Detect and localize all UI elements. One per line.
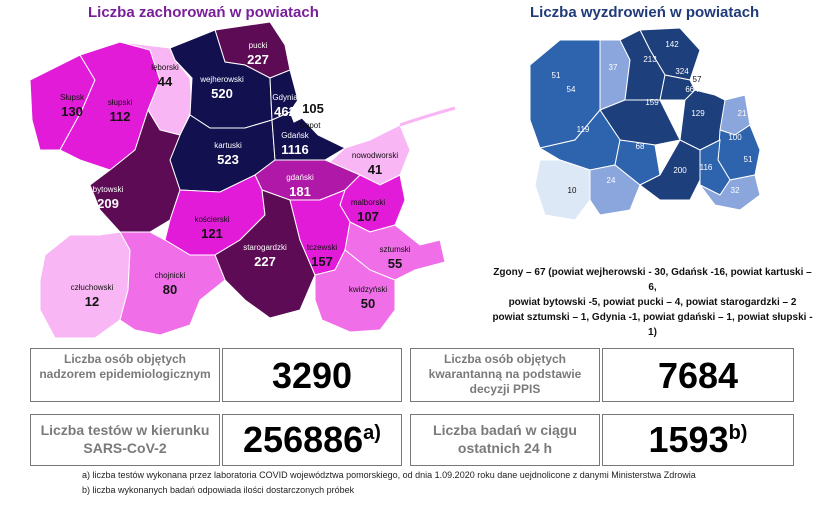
tests-value-box: 256886a): [222, 414, 402, 466]
district-value-label: 44: [158, 74, 173, 89]
recovery-value-label: 100: [728, 133, 742, 142]
district-name-label: słupski: [108, 98, 133, 107]
recovery-value-label: 119: [577, 125, 590, 134]
district-chojnicki: [119, 231, 226, 336]
district-name-label: chojnicki: [155, 271, 186, 280]
tests24-label: Liczba badań w ciągu ostatnich 24 h: [433, 422, 577, 456]
recoveries-map: [529, 27, 761, 221]
recovery-value-label: 213: [643, 55, 657, 64]
district-name-label: Słupsk: [60, 93, 85, 102]
district-value-label: 121: [201, 226, 223, 241]
district-value-label: 107: [357, 209, 379, 224]
recovery-value-label: 24: [607, 176, 616, 185]
region-czluchowski: [534, 159, 591, 221]
district-value-label: 80: [163, 282, 177, 297]
region-chojnicki: [589, 164, 641, 216]
recovery-value-label: 68: [636, 142, 645, 151]
district-value-label: 523: [217, 152, 239, 167]
recovery-value-label: 142: [665, 40, 679, 49]
district-name-label: kwidzyński: [349, 285, 387, 294]
supervision-label-box: Liczba osób objętych nadzorem epidemiolo…: [30, 348, 220, 402]
recovery-value-label: 51: [744, 155, 753, 164]
tests-value: 256886: [243, 419, 364, 460]
district-value-label: 157: [311, 254, 333, 269]
quarantine-label: Liczba osób objętych kwarantanną na pods…: [428, 352, 582, 396]
supervision-label: Liczba osób objętych nadzorem epidemiolo…: [39, 352, 211, 381]
district-value-label: 209: [97, 196, 119, 211]
district-value-label: 227: [247, 52, 269, 67]
district-starogardzki: [214, 189, 316, 319]
deaths-line-3: powiat sztumski – 1, Gdynia -1, powiat g…: [492, 312, 813, 338]
tests24-value: 1593: [648, 419, 729, 460]
district-name-label: nowodworski: [352, 151, 398, 160]
district-name-label: kartuski: [214, 141, 242, 150]
recovery-value-label: 129: [691, 109, 705, 118]
district-value-label: 130: [61, 104, 83, 119]
recovery-value-label: 37: [609, 63, 618, 72]
district-name-label: tczewski: [307, 243, 337, 252]
recovery-value-label: 54: [567, 85, 576, 94]
quarantine-label-box: Liczba osób objętych kwarantanną na pods…: [410, 348, 600, 402]
district-value-label: 41: [368, 162, 382, 177]
district-value-label: 520: [211, 86, 233, 101]
district-value-label: 462: [274, 104, 296, 119]
deaths-note: Zgony – 67 (powiat wejherowski - 30, Gda…: [490, 265, 815, 340]
recovery-value-label: 664: [685, 85, 699, 94]
district-value-label: 1116: [281, 142, 309, 157]
district-value-label: 112: [110, 109, 131, 124]
quarantine-value-box: 7684: [602, 348, 794, 402]
district-name-label: wejherowski: [199, 75, 244, 84]
district-value-label: 227: [254, 254, 276, 269]
tests24-footnote-mark: b): [728, 422, 748, 444]
deaths-line-2: powiat bytowski -5, powiat pucki – 4, po…: [508, 297, 797, 308]
district-name-label: malborski: [351, 198, 385, 207]
district-name-label: kościerski: [194, 215, 229, 224]
district-name-label: pucki: [249, 41, 268, 50]
footnote-a: a) liczba testów wykonana przez laborato…: [82, 470, 696, 480]
tests-value-wrap: 256886a): [223, 419, 401, 461]
recovery-value-label: 200: [673, 166, 687, 175]
vistula-spit: [399, 106, 456, 127]
tests24-value-box: 1593b): [602, 414, 794, 466]
footnote-b: b) liczba wykonanych badań odpowiada ilo…: [82, 485, 355, 495]
district-name-label: gdański: [286, 173, 314, 182]
region-kwidzynski: [699, 174, 761, 211]
tests-label-box: Liczba testów w kierunku SARS-CoV-2: [30, 414, 220, 466]
district-value-label: 12: [85, 294, 99, 309]
district-name-label: sztumski: [379, 245, 410, 254]
recovery-value-label: 57: [693, 75, 702, 84]
district-name-label: lęborski: [151, 63, 179, 72]
tests-footnote-mark: a): [363, 422, 381, 444]
tests24-label-box: Liczba badań w ciągu ostatnich 24 h: [410, 414, 600, 466]
district-name-label: bytowski: [93, 185, 124, 194]
right-map-title: Liczba wyzdrowień w powiatach: [530, 4, 760, 21]
tests-label: Liczba testów w kierunku SARS-CoV-2: [40, 422, 210, 456]
district-kwidzynski: [314, 249, 396, 333]
district-name-label: starogardzki: [243, 243, 287, 252]
left-map-title: Liczba zachorowań w powiatach: [88, 4, 319, 21]
district-value-label: 55: [388, 256, 402, 271]
district-value-label: 105: [302, 101, 324, 116]
supervision-value: 3290: [271, 355, 353, 396]
recovery-value-label: 159: [645, 98, 659, 107]
recovery-value-label: 21: [738, 109, 747, 118]
district-value-label: 181: [289, 184, 311, 199]
maps-canvas: lęborski44pucki227wejherowski520słupski1…: [29, 21, 761, 339]
deaths-line-1: Zgony – 67 (powiat wejherowski - 30, Gda…: [493, 267, 812, 293]
supervision-value-box: 3290: [222, 348, 402, 402]
recovery-value-label: 51: [552, 71, 561, 80]
quarantine-value: 7684: [657, 355, 739, 396]
recovery-value-label: 32: [731, 186, 740, 195]
tests24-value-wrap: 1593b): [603, 419, 793, 461]
cases-map: [29, 21, 456, 339]
district-name-label: Sopot: [300, 121, 322, 130]
recovery-value-label: 116: [700, 163, 713, 172]
district-value-label: 50: [361, 296, 375, 311]
district-name-label: Gdańsk: [281, 131, 310, 140]
recovery-value-label: 324: [675, 67, 689, 76]
recovery-value-label: 10: [568, 186, 577, 195]
district-name-label: człuchowski: [71, 283, 114, 292]
district-name-label: Gdynia: [272, 93, 298, 102]
